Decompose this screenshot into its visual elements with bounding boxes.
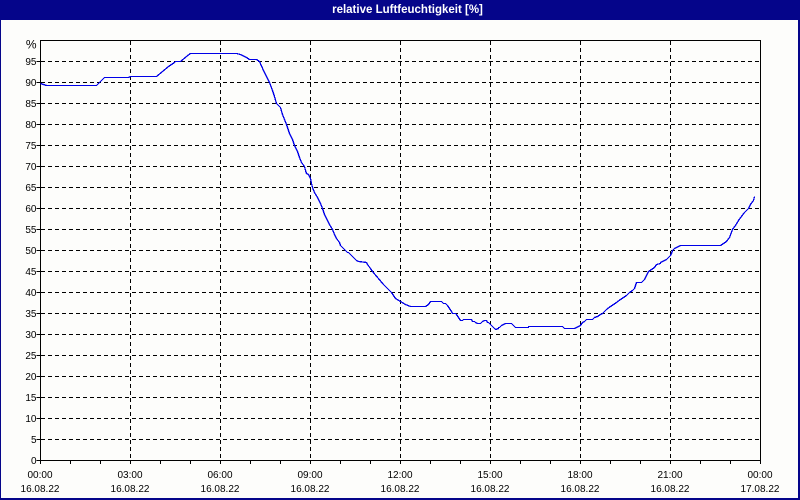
svg-text:%: %: [26, 38, 37, 52]
svg-text:20: 20: [25, 372, 37, 383]
svg-text:0: 0: [31, 456, 37, 467]
svg-text:16.08.22: 16.08.22: [21, 484, 60, 495]
svg-text:75: 75: [25, 141, 37, 152]
svg-text:00:00: 00:00: [27, 470, 52, 481]
svg-text:10: 10: [25, 414, 37, 425]
svg-text:90: 90: [25, 78, 37, 89]
svg-text:45: 45: [25, 267, 37, 278]
svg-text:16.08.22: 16.08.22: [561, 484, 600, 495]
svg-text:18:00: 18:00: [567, 470, 592, 481]
svg-text:85: 85: [25, 99, 37, 110]
svg-text:60: 60: [25, 204, 37, 215]
svg-text:70: 70: [25, 162, 37, 173]
svg-text:16.08.22: 16.08.22: [651, 484, 690, 495]
svg-text:12:00: 12:00: [387, 470, 412, 481]
svg-text:95: 95: [25, 57, 37, 68]
svg-text:40: 40: [25, 288, 37, 299]
svg-text:21:00: 21:00: [657, 470, 682, 481]
svg-text:00:00: 00:00: [747, 470, 772, 481]
svg-text:16.08.22: 16.08.22: [471, 484, 510, 495]
svg-text:80: 80: [25, 120, 37, 131]
svg-text:35: 35: [25, 309, 37, 320]
svg-text:06:00: 06:00: [207, 470, 232, 481]
svg-text:16.08.22: 16.08.22: [291, 484, 330, 495]
svg-text:16.08.22: 16.08.22: [111, 484, 150, 495]
svg-text:17.08.22: 17.08.22: [741, 484, 780, 495]
svg-text:15: 15: [25, 393, 37, 404]
svg-text:09:00: 09:00: [297, 470, 322, 481]
svg-text:5: 5: [31, 435, 37, 446]
svg-text:50: 50: [25, 246, 37, 257]
svg-text:25: 25: [25, 351, 37, 362]
svg-text:65: 65: [25, 183, 37, 194]
svg-text:16.08.22: 16.08.22: [381, 484, 420, 495]
svg-text:55: 55: [25, 225, 37, 236]
svg-text:03:00: 03:00: [117, 470, 142, 481]
svg-text:15:00: 15:00: [477, 470, 502, 481]
svg-text:30: 30: [25, 330, 37, 341]
svg-text:16.08.22: 16.08.22: [201, 484, 240, 495]
